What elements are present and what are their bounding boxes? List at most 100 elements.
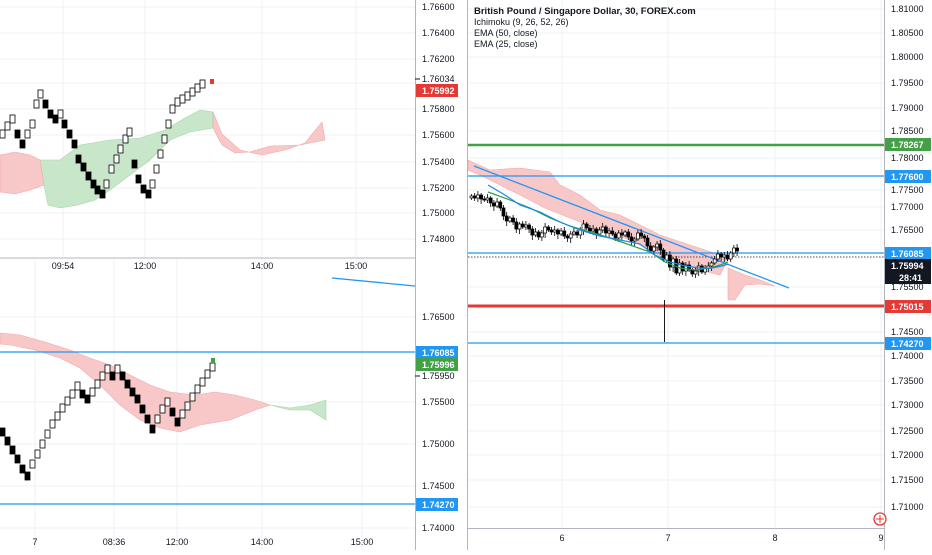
- price-badge-red: [416, 84, 458, 97]
- renko-down-brick: [79, 389, 86, 399]
- renko-up-brick: [174, 97, 181, 107]
- panel-bottom-left[interactable]: [0, 258, 416, 550]
- candle-down: [629, 236, 634, 242]
- renko-down-brick: [0, 427, 6, 437]
- price-tick: 1.76500: [891, 225, 924, 235]
- indicator-ema-50[interactable]: EMA (50, close): [474, 28, 538, 38]
- candle-down: [658, 243, 663, 251]
- renko-down-brick: [9, 445, 16, 455]
- trendline[interactable]: [331, 277, 416, 287]
- renko-down-brick: [149, 424, 156, 434]
- panel-right-grid: [468, 0, 884, 528]
- renko-up-brick: [126, 127, 133, 137]
- renko-up-brick: [179, 94, 186, 104]
- ichimoku-cloud-bearish: [0, 151, 45, 195]
- candle-down: [556, 229, 560, 235]
- candle-down: [725, 254, 730, 260]
- price-tick: 1.74000: [891, 351, 924, 361]
- candle-up: [485, 197, 490, 201]
- candle-down: [588, 227, 592, 232]
- time-tick: 15:00: [351, 537, 374, 547]
- price-axis[interactable]: 1.76600 1.76400 1.76200 1.75800 1.75600 …: [415, 2, 458, 244]
- price-axis[interactable]: 1.76500 1.76085 1.75996 1.75950 1.75500 …: [415, 312, 458, 533]
- indicator-ichimoku[interactable]: Ichimoku (9, 26, 52, 26): [474, 17, 569, 27]
- candle-down: [530, 228, 535, 236]
- renko-up-brick: [194, 384, 201, 394]
- renko-up-brick: [161, 134, 168, 144]
- time-axis[interactable]: 7 08:36 12:00 14:00 15:00: [32, 537, 373, 547]
- candle-up: [591, 228, 595, 232]
- price-tick: 1.74800: [422, 234, 455, 244]
- renko-down-brick: [145, 189, 152, 199]
- candle-up: [632, 238, 637, 242]
- renko-down-brick: [42, 99, 49, 109]
- candle-up: [607, 230, 611, 234]
- price-badge-blue: [416, 498, 458, 511]
- renko-up-brick: [157, 149, 164, 159]
- price-tick: 1.75500: [422, 397, 455, 407]
- renko-up-brick: [54, 411, 61, 421]
- renko-up-brick: [99, 371, 106, 381]
- candle-down: [501, 207, 506, 217]
- price-badge-text: 1.74270: [422, 500, 455, 510]
- panel-top-left[interactable]: [0, 0, 415, 258]
- renko-up-brick: [0, 129, 6, 139]
- trendline[interactable]: [473, 165, 790, 289]
- candle-down: [498, 201, 503, 209]
- renko-down-brick: [144, 414, 151, 424]
- candle-down: [584, 223, 589, 229]
- price-label: 1.76034: [422, 74, 455, 84]
- renko-up-brick: [194, 83, 201, 93]
- indicator-ema-25[interactable]: EMA (25, close): [474, 39, 538, 49]
- symbol-title[interactable]: British Pound / Singapore Dollar, 30, FO…: [474, 6, 696, 17]
- candle-up: [559, 230, 563, 235]
- candle-up: [517, 223, 522, 230]
- time-tick: 12:00: [166, 537, 189, 547]
- price-badge-text: 1.75015: [891, 302, 924, 312]
- time-tick: 7: [665, 533, 670, 543]
- price-tick: 1.78500: [891, 126, 924, 136]
- renko-down-brick: [24, 471, 31, 481]
- price-tick: 1.78000: [891, 153, 924, 163]
- renko-up-brick: [29, 119, 36, 129]
- candle-down: [549, 229, 554, 233]
- candle-up: [616, 232, 621, 239]
- renko-down-brick: [14, 129, 21, 139]
- candle-up: [572, 231, 576, 235]
- candle-down: [575, 231, 579, 236]
- renko-down-brick: [139, 404, 146, 414]
- price-badge-text: 1.77600: [891, 172, 924, 182]
- price-badge-green: [416, 358, 458, 371]
- price-tick: 1.74500: [422, 481, 455, 491]
- time-axis[interactable]: 09:54 12:00 14:00 15:00: [52, 261, 368, 271]
- panel-right[interactable]: [467, 0, 884, 528]
- renko-up-brick: [64, 396, 71, 406]
- candle-down: [719, 253, 723, 258]
- time-axis[interactable]: 6 7 8 9: [559, 533, 883, 543]
- price-tick: 1.71000: [891, 502, 924, 512]
- renko-up-brick: [34, 449, 41, 459]
- renko-up-brick: [189, 392, 196, 402]
- candle-up: [597, 229, 602, 235]
- renko-down-brick: [61, 119, 68, 129]
- price-axis[interactable]: 1.81000 1.80500 1.80000 1.79500 1.79000 …: [885, 4, 931, 512]
- renko-up-brick: [169, 104, 176, 114]
- candle-down: [520, 223, 525, 228]
- chart-legend[interactable]: British Pound / Singapore Dollar, 30, FO…: [474, 6, 696, 49]
- candle-down: [626, 231, 631, 238]
- price-tick: 1.75000: [422, 208, 455, 218]
- candle-up: [722, 254, 727, 258]
- renko-up-brick: [108, 164, 115, 174]
- renko-up-brick: [149, 179, 156, 189]
- events-icon[interactable]: [873, 512, 887, 526]
- price-tick: 1.77500: [891, 185, 924, 195]
- renko-up-brick: [74, 381, 81, 391]
- price-badge-text: 1.75992: [422, 86, 455, 96]
- ichimoku-cloud-bearish: [212, 111, 326, 156]
- renko-down-brick: [4, 436, 11, 446]
- price-tick: 1.80000: [891, 52, 924, 62]
- candle-up: [664, 254, 669, 261]
- renko-up-brick: [189, 87, 196, 97]
- renko-up-brick: [164, 397, 171, 407]
